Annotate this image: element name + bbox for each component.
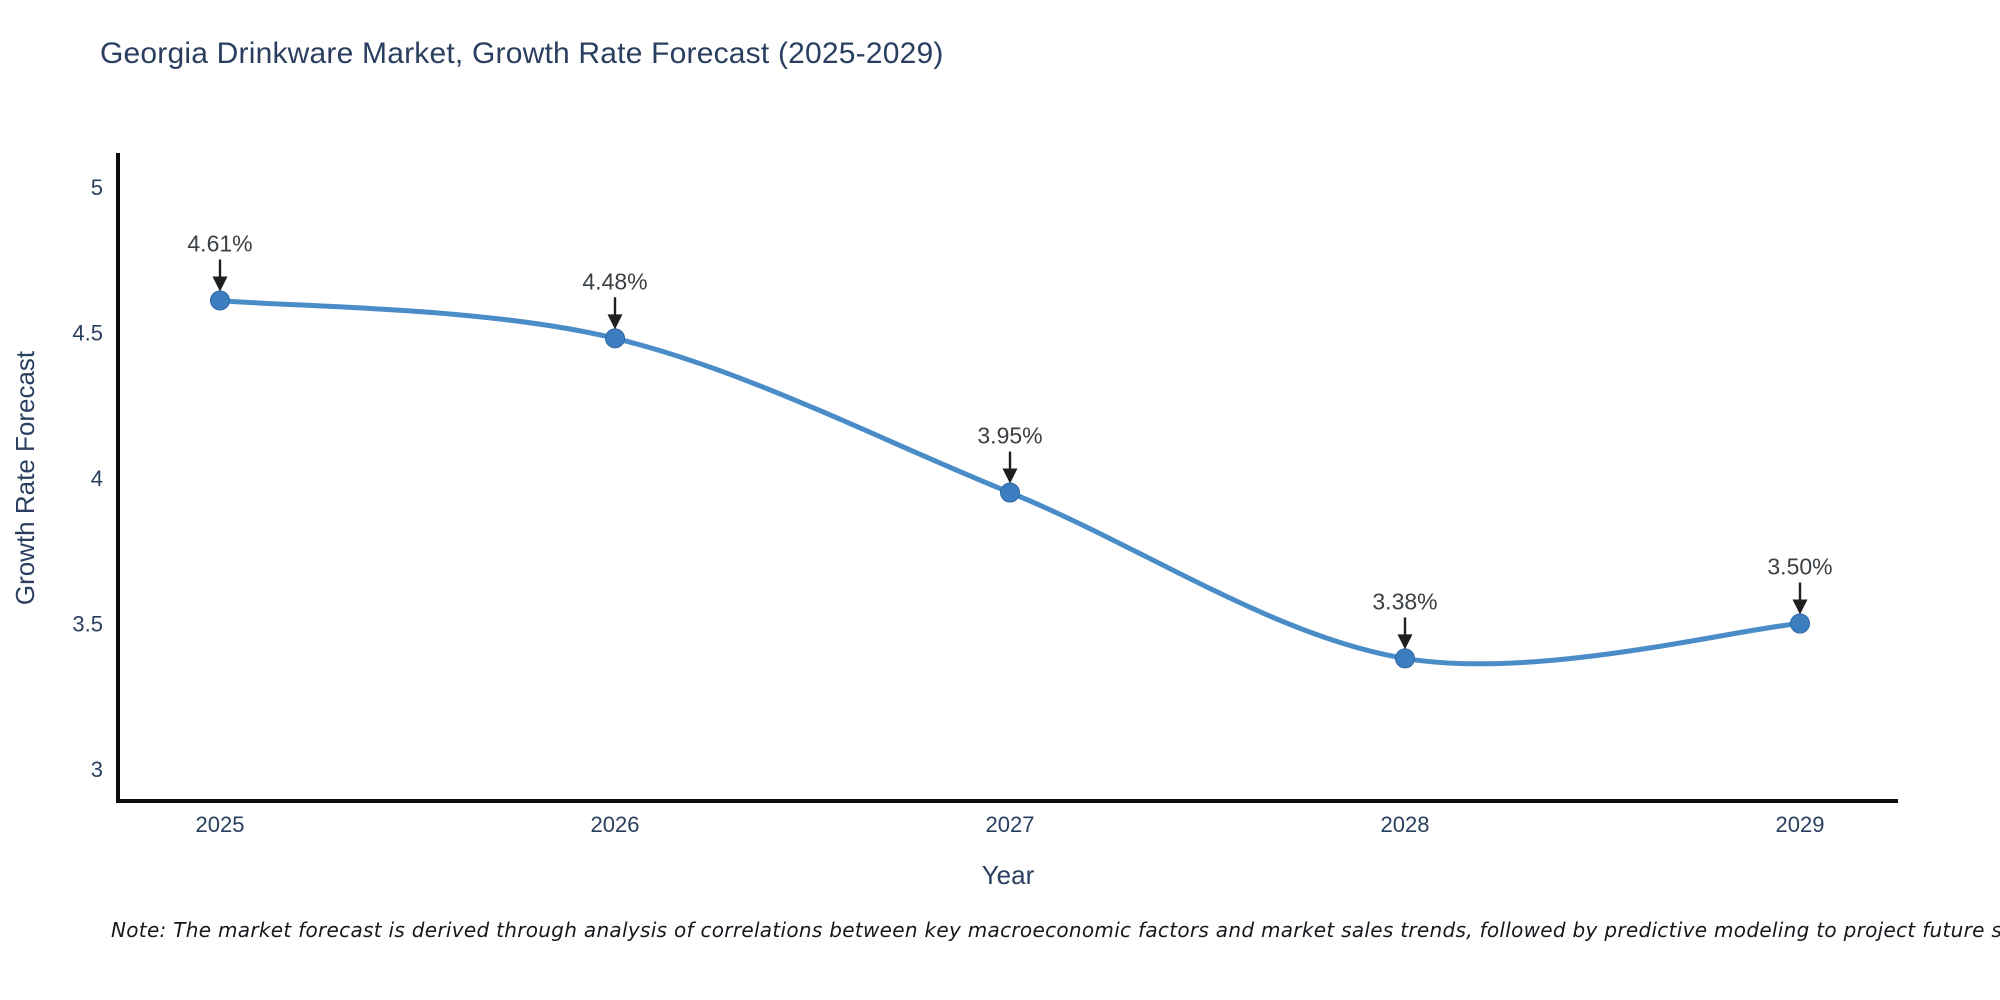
x-axis-title: Year — [982, 860, 1035, 890]
y-tick-label: 4.5 — [72, 321, 103, 346]
x-tick-label: 2027 — [986, 812, 1035, 837]
annotation-arrowhead-icon — [1792, 599, 1808, 615]
y-tick-label: 5 — [91, 175, 103, 200]
point-value-label: 3.38% — [1372, 588, 1437, 614]
data-point-marker — [210, 290, 230, 311]
x-tick-labels: 2025 2026 2027 2028 2029 — [196, 812, 1825, 837]
annotation-arrowhead-icon — [607, 314, 623, 330]
x-tick-label: 2029 — [1776, 812, 1825, 837]
data-point-marker — [1395, 648, 1415, 669]
y-tick-labels: 3 3.5 4 4.5 5 — [72, 175, 103, 782]
x-tick-label: 2028 — [1381, 812, 1430, 837]
data-point-marker — [1000, 482, 1020, 503]
point-value-label: 4.61% — [187, 230, 252, 256]
point-value-label: 4.48% — [582, 268, 647, 294]
point-annotations: 4.61% 4.48% 3.95% 3.38% 3.50% — [187, 230, 1833, 650]
y-axis-title: Growth Rate Forecast — [10, 350, 40, 605]
annotation-arrowhead-icon — [1002, 468, 1018, 484]
point-value-label: 3.50% — [1767, 554, 1832, 580]
annotation-arrowhead-icon — [212, 276, 228, 292]
chart-title: Georgia Drinkware Market, Growth Rate Fo… — [100, 37, 944, 70]
y-tick-label: 4 — [91, 466, 103, 491]
x-tick-label: 2025 — [196, 812, 245, 837]
x-tick-label: 2026 — [591, 812, 640, 837]
point-value-label: 3.95% — [977, 423, 1042, 449]
data-point-marker — [605, 328, 625, 349]
axis-lines — [116, 153, 1898, 803]
y-tick-label: 3.5 — [72, 612, 103, 637]
data-point-marker — [1790, 613, 1810, 634]
footnote: Note: The market forecast is derived thr… — [111, 918, 2000, 942]
y-tick-label: 3 — [91, 757, 103, 782]
annotation-arrowhead-icon — [1397, 634, 1413, 650]
